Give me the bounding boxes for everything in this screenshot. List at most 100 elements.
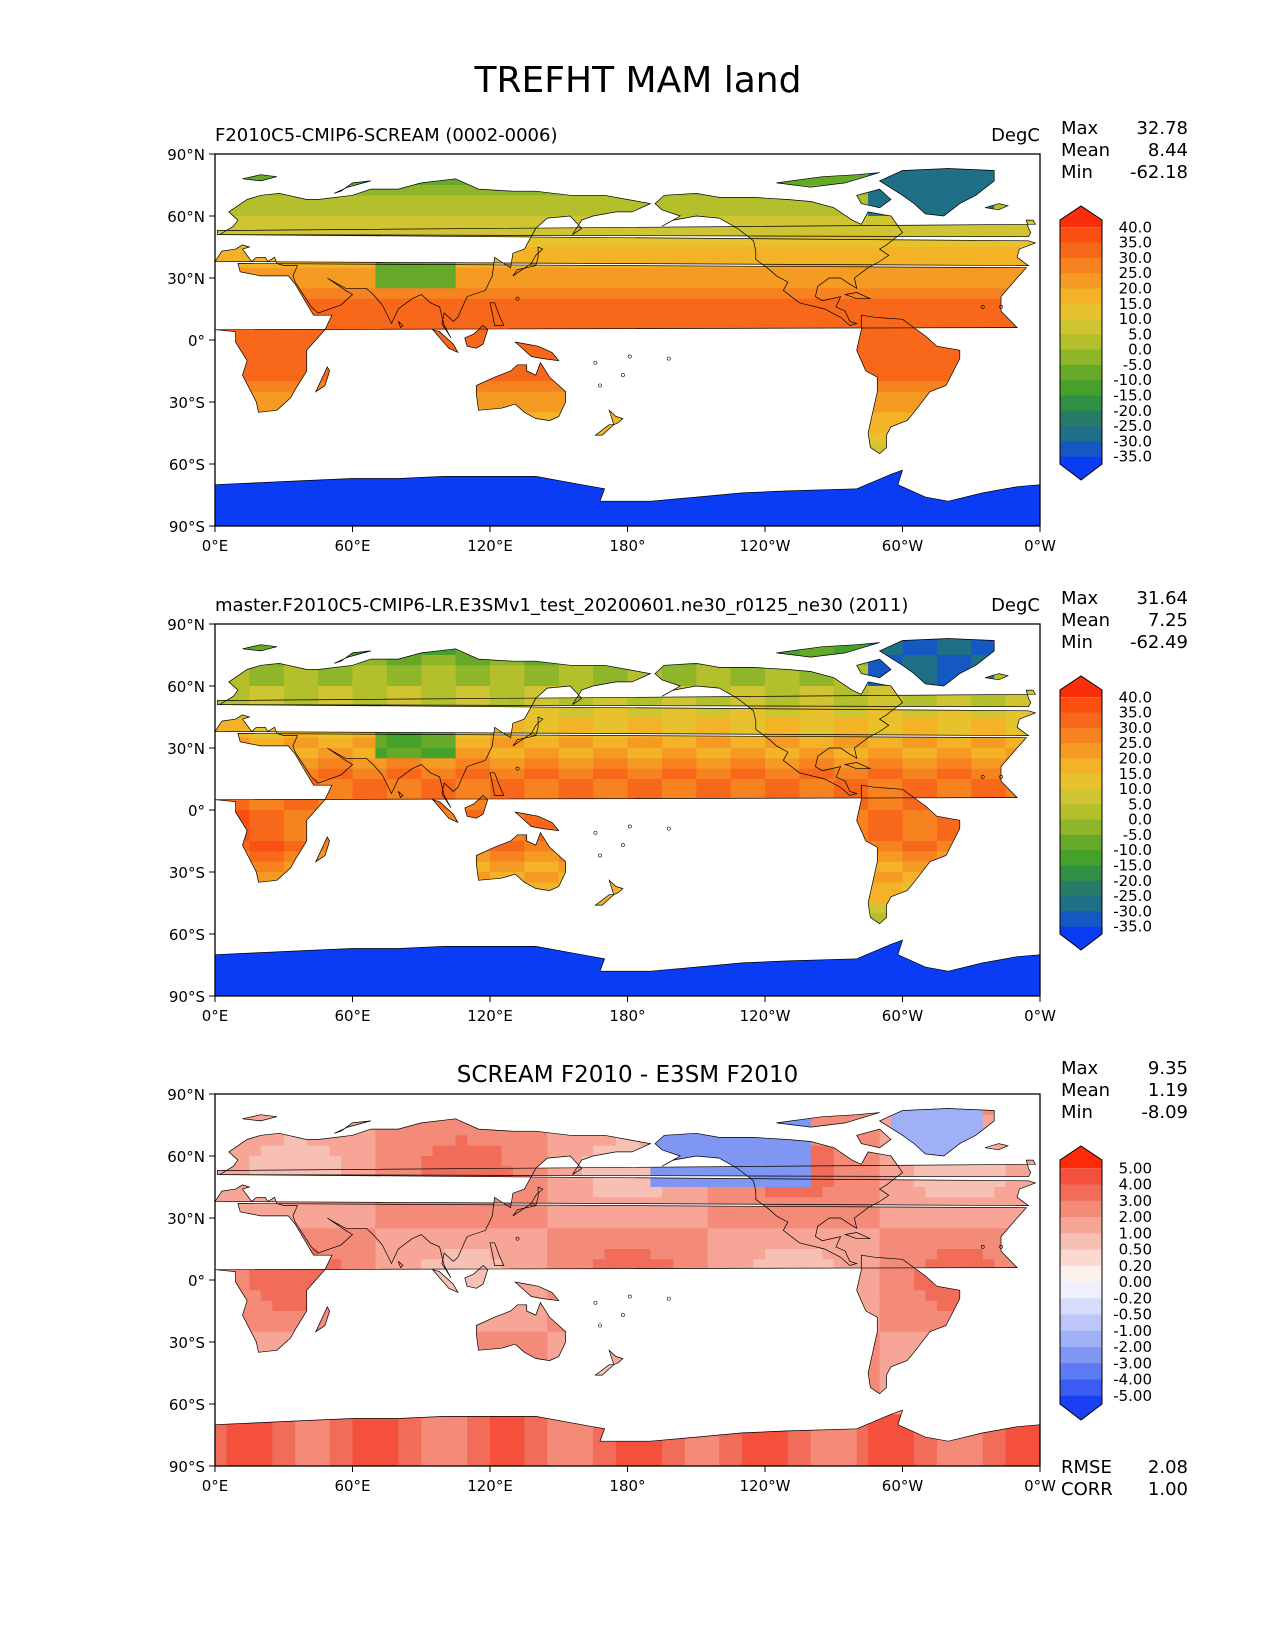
grid-cell bbox=[627, 696, 640, 708]
grid-cell bbox=[696, 247, 709, 258]
grid-cell bbox=[329, 216, 342, 227]
grid-cell bbox=[856, 257, 869, 269]
grid-cell bbox=[696, 789, 709, 801]
grid-cell bbox=[1005, 505, 1018, 517]
grid-cell bbox=[742, 727, 755, 739]
grid-cell bbox=[237, 484, 250, 496]
grid-cell bbox=[421, 226, 434, 238]
grid-cell bbox=[329, 944, 342, 956]
grid-cell bbox=[868, 505, 881, 517]
grid-cell bbox=[604, 706, 617, 718]
grid-cell bbox=[822, 298, 835, 310]
grid-cell bbox=[329, 696, 342, 708]
grid-cell bbox=[283, 851, 296, 863]
grid-cell bbox=[833, 236, 846, 248]
grid-cell bbox=[833, 309, 846, 320]
grid-cell bbox=[856, 696, 869, 708]
grid-cell bbox=[799, 236, 812, 248]
grid-cell bbox=[306, 267, 319, 279]
grid-cell bbox=[501, 768, 514, 780]
grid-cell bbox=[581, 288, 594, 300]
grid-cell bbox=[936, 319, 949, 331]
grid-cell bbox=[868, 402, 881, 413]
grid-cell bbox=[364, 748, 377, 759]
grid-cell bbox=[845, 298, 858, 310]
grid-cell bbox=[673, 717, 686, 728]
grid-cell bbox=[364, 484, 377, 496]
grid-cell bbox=[558, 706, 571, 718]
grid-cell bbox=[260, 484, 273, 496]
grid-cell bbox=[799, 247, 812, 258]
grid-cell bbox=[283, 810, 296, 821]
grid-cell bbox=[478, 696, 491, 708]
grid-cell bbox=[272, 226, 285, 238]
grid-cell bbox=[478, 861, 491, 873]
grid-cell bbox=[994, 789, 1007, 801]
grid-cell bbox=[558, 309, 571, 320]
grid-cell bbox=[833, 216, 846, 227]
grid-cell bbox=[490, 391, 503, 403]
grid-cell bbox=[879, 779, 892, 790]
grid-cell bbox=[386, 185, 399, 196]
grid-cell bbox=[352, 675, 365, 687]
grid-cell bbox=[295, 727, 308, 739]
colorbar-swatch bbox=[1060, 242, 1102, 259]
grid-cell bbox=[936, 205, 949, 217]
grid-cell bbox=[570, 675, 583, 687]
grid-cell bbox=[467, 216, 480, 227]
grid-cell bbox=[879, 422, 892, 434]
grid-cell bbox=[742, 267, 755, 279]
grid-cell bbox=[524, 288, 537, 300]
grid-cell bbox=[306, 298, 319, 310]
grid-cell bbox=[318, 768, 331, 780]
grid-cell bbox=[558, 727, 571, 739]
grid-cell bbox=[260, 495, 273, 506]
grid-cell bbox=[707, 288, 720, 300]
grid-cell bbox=[661, 758, 674, 770]
grid-cell bbox=[925, 319, 938, 331]
grid-cell bbox=[948, 195, 961, 207]
grid-cell bbox=[868, 422, 881, 434]
grid-cell bbox=[604, 727, 617, 739]
grid-cell bbox=[409, 675, 422, 687]
grid-cell bbox=[822, 495, 835, 506]
grid-cell bbox=[524, 779, 537, 790]
grid-cell bbox=[295, 841, 308, 852]
grid-cell bbox=[341, 474, 354, 486]
grid-cell bbox=[696, 495, 709, 506]
grid-cell bbox=[902, 706, 915, 718]
grid-cell bbox=[845, 748, 858, 759]
grid-cell bbox=[501, 675, 514, 687]
grid-cell bbox=[936, 236, 949, 248]
grid-cell bbox=[341, 278, 354, 289]
grid-cell bbox=[490, 515, 503, 526]
grid-cell bbox=[318, 727, 331, 739]
grid-cell bbox=[902, 391, 915, 403]
grid-cell bbox=[467, 799, 480, 811]
grid-cell bbox=[799, 515, 812, 526]
grid-cell bbox=[524, 872, 537, 883]
grid-cell bbox=[524, 515, 537, 526]
grid-cell bbox=[776, 768, 789, 780]
grid-cell bbox=[237, 696, 250, 708]
grid-cell bbox=[432, 288, 445, 300]
grid-cell bbox=[902, 402, 915, 413]
coastline-nz bbox=[608, 409, 624, 426]
grid-cell bbox=[787, 779, 800, 790]
grid-cell bbox=[948, 495, 961, 506]
grid-cell bbox=[260, 381, 273, 393]
grid-cell bbox=[490, 381, 503, 393]
grid-cell bbox=[558, 748, 571, 759]
grid-cell bbox=[570, 505, 583, 517]
grid-cell bbox=[902, 779, 915, 790]
grid-cell bbox=[501, 309, 514, 320]
grid-cell bbox=[421, 655, 434, 666]
grid-cell bbox=[925, 278, 938, 289]
grid-cell bbox=[971, 495, 984, 506]
grid-cell bbox=[249, 515, 262, 526]
grid-cell bbox=[341, 779, 354, 790]
grid-cell bbox=[810, 675, 823, 687]
grid-cell bbox=[948, 298, 961, 310]
colorbar-swatch bbox=[1060, 257, 1102, 274]
grid-cell bbox=[535, 298, 548, 310]
